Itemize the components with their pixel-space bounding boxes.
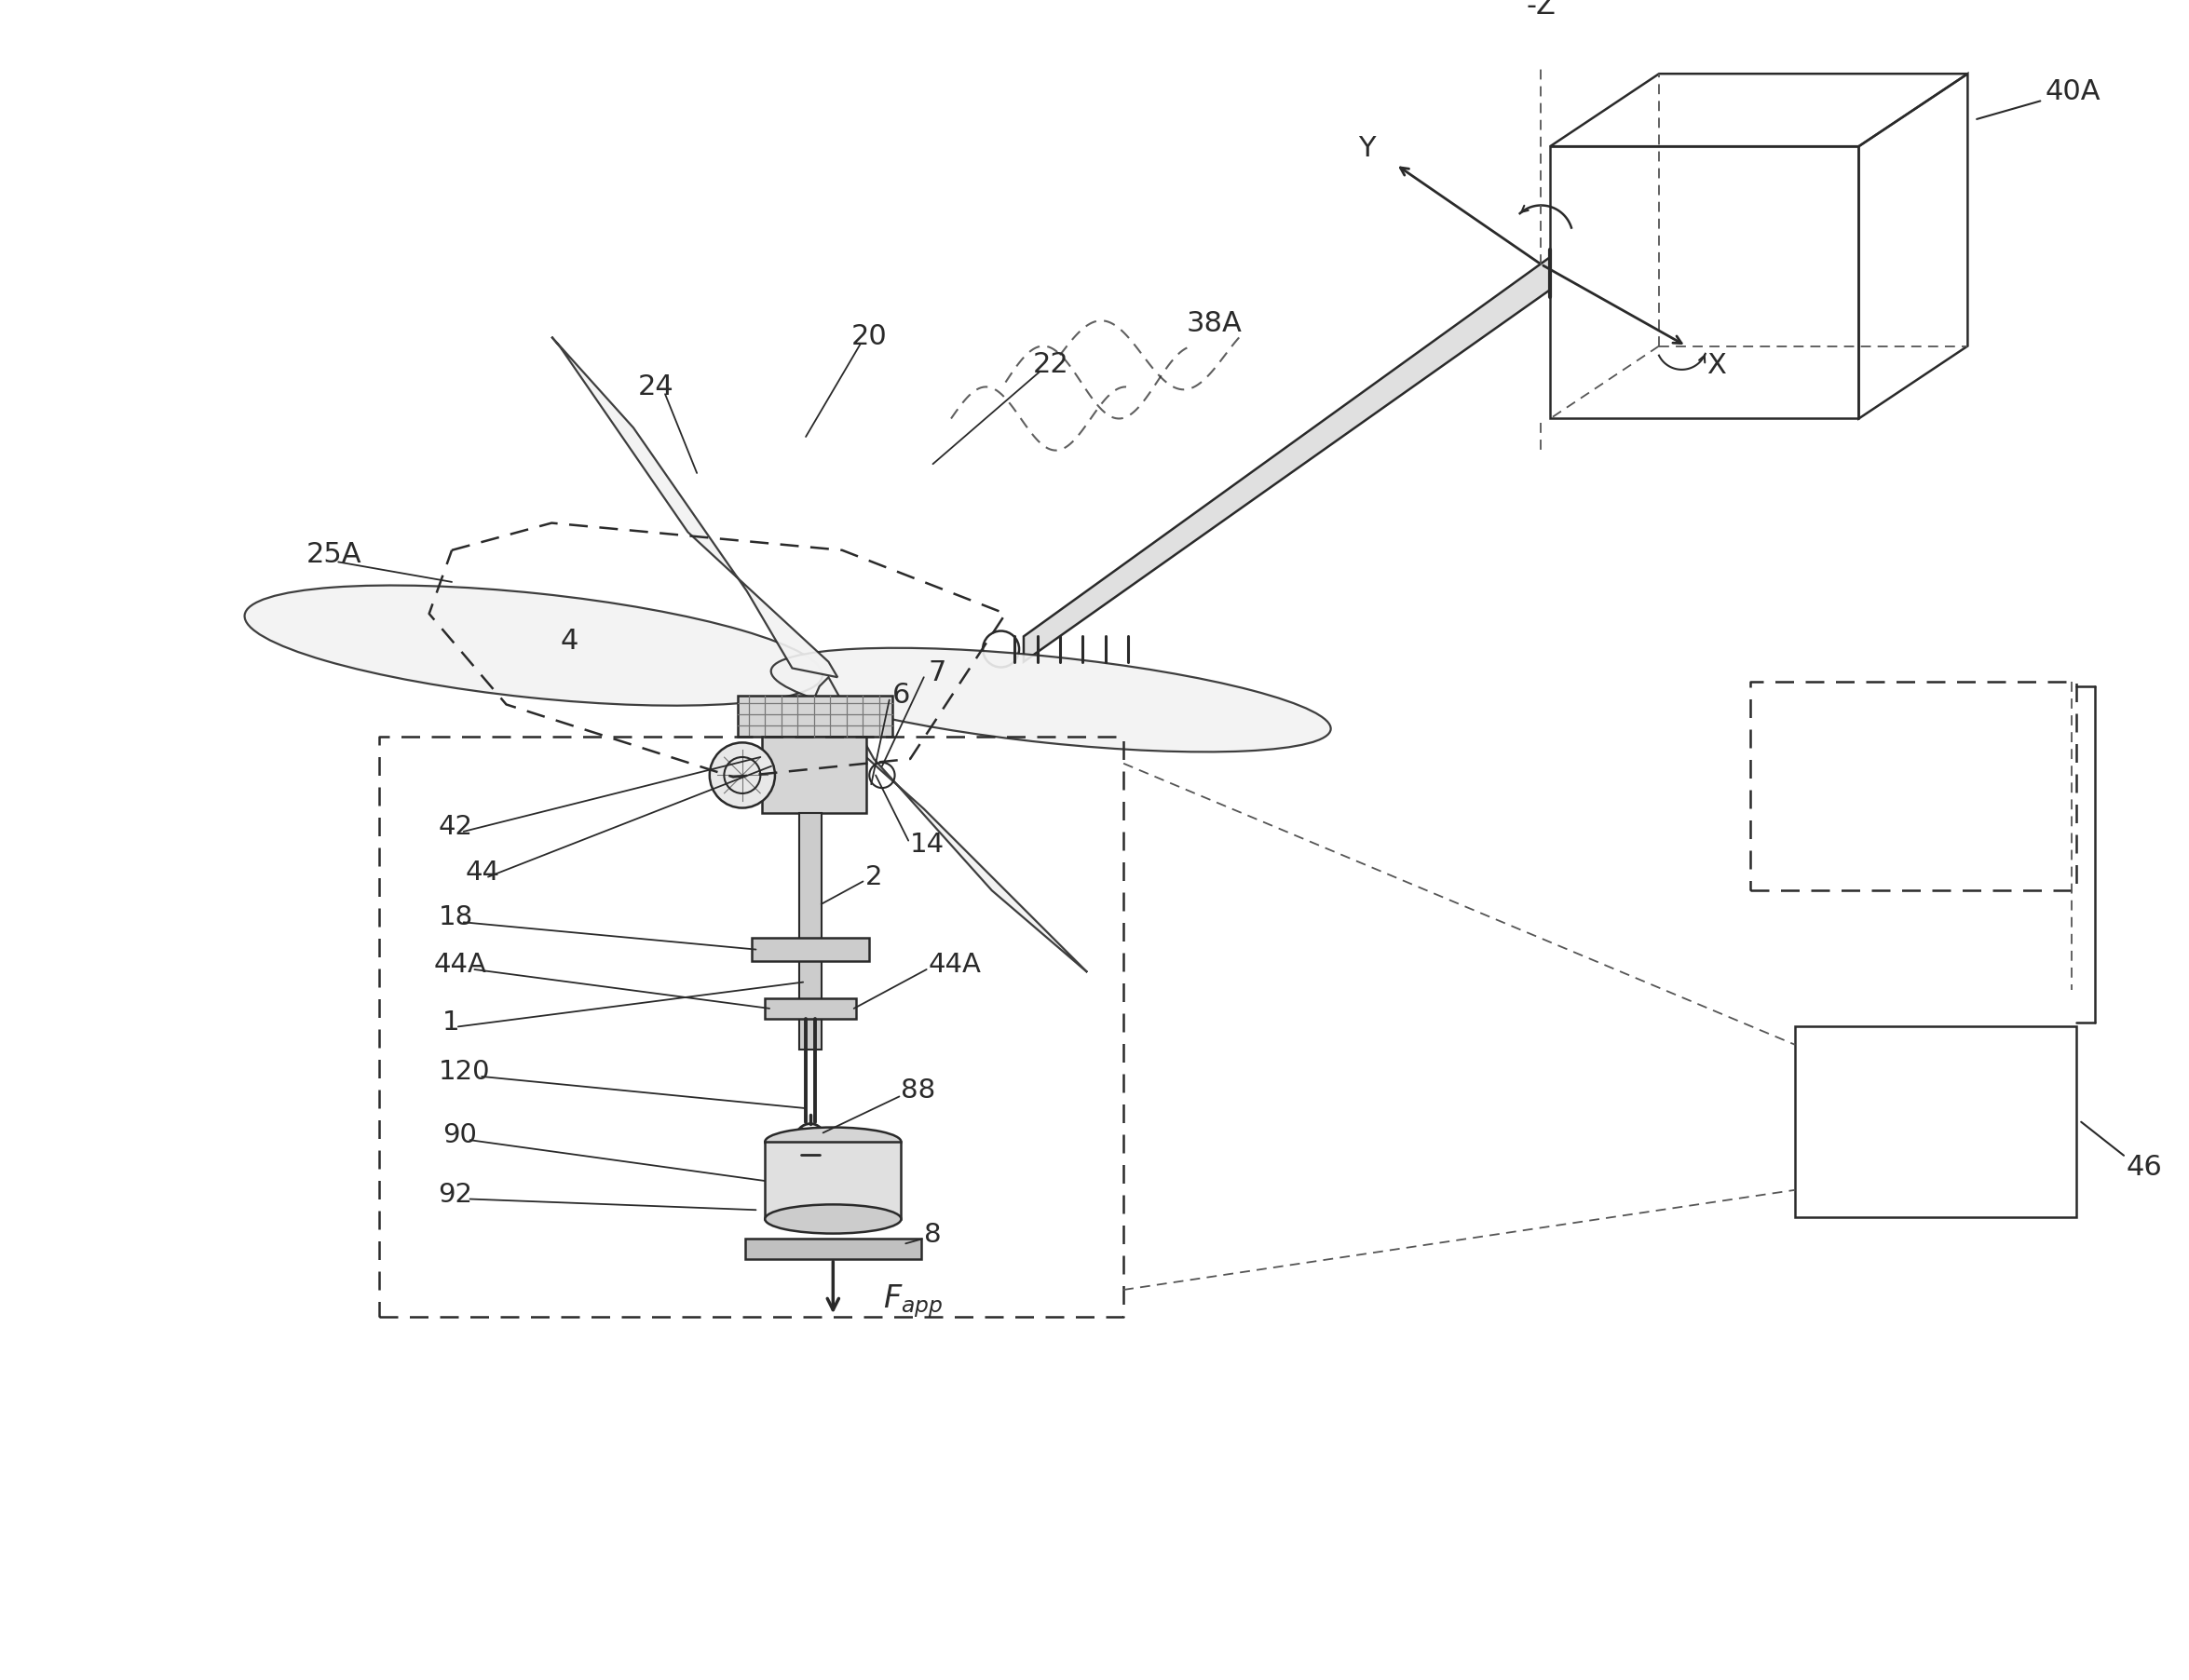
- Bar: [1795, 1026, 2077, 1218]
- Polygon shape: [1024, 257, 1550, 662]
- Text: 38A: 38A: [1186, 309, 1241, 336]
- Text: 8: 8: [924, 1221, 941, 1248]
- Bar: [762, 736, 867, 813]
- Text: 6: 6: [893, 682, 911, 709]
- Text: 18: 18: [438, 904, 473, 931]
- Text: X: X: [1707, 353, 1725, 380]
- Text: 40A: 40A: [2045, 79, 2101, 106]
- Text: 42: 42: [438, 813, 473, 840]
- Text: $F_{app}$: $F_{app}$: [882, 1282, 943, 1319]
- Text: 44A: 44A: [433, 953, 486, 978]
- Text: 92: 92: [438, 1181, 473, 1208]
- Ellipse shape: [764, 1127, 902, 1156]
- Text: 14: 14: [911, 832, 946, 858]
- Bar: [799, 813, 821, 1050]
- Ellipse shape: [764, 1205, 902, 1233]
- Bar: [764, 998, 856, 1018]
- Text: 22: 22: [1033, 351, 1068, 378]
- Text: 88: 88: [902, 1077, 937, 1104]
- Text: 120: 120: [438, 1058, 490, 1085]
- Circle shape: [709, 743, 775, 808]
- Text: 46: 46: [2126, 1154, 2163, 1181]
- Text: 90: 90: [442, 1122, 477, 1149]
- Ellipse shape: [771, 648, 1331, 753]
- Polygon shape: [810, 677, 1088, 973]
- Polygon shape: [552, 338, 838, 677]
- Text: 20: 20: [852, 324, 887, 351]
- Ellipse shape: [245, 585, 823, 706]
- Text: 44: 44: [466, 858, 499, 885]
- Text: 4: 4: [560, 627, 578, 655]
- Text: 1: 1: [442, 1010, 460, 1035]
- Text: 24: 24: [637, 373, 674, 400]
- Text: 25A: 25A: [306, 541, 361, 568]
- Text: -Z: -Z: [1526, 0, 1556, 18]
- Text: 44A: 44A: [928, 953, 981, 978]
- Text: 2: 2: [865, 864, 882, 890]
- Bar: [744, 1238, 922, 1258]
- Bar: [751, 937, 869, 961]
- Text: Y: Y: [1357, 134, 1375, 161]
- Bar: [764, 1142, 902, 1220]
- Text: 7: 7: [928, 659, 946, 685]
- Bar: [738, 696, 893, 736]
